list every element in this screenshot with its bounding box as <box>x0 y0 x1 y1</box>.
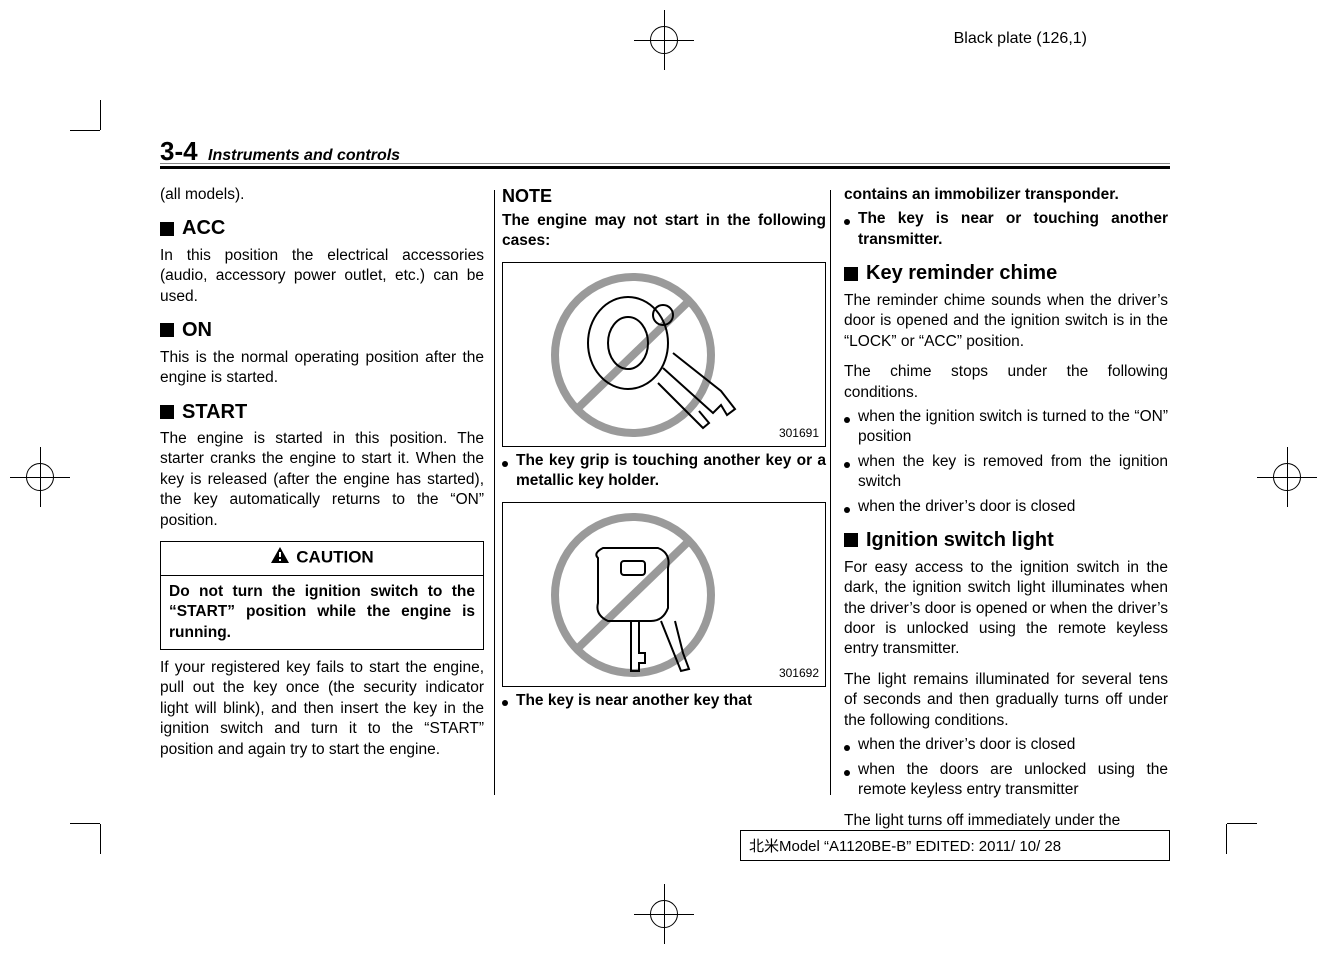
crop-corner <box>100 824 101 854</box>
blackplate-label: Black plate (126,1) <box>954 30 1087 48</box>
columns: (all models). ACC In this position the e… <box>160 185 1170 805</box>
caution-label: CAUTION <box>296 548 373 567</box>
caution-body: Do not turn the ignition switch to the “… <box>161 576 483 649</box>
bullet-dot-icon <box>502 451 516 492</box>
figure-key-holder: 301691 <box>502 262 826 447</box>
crop-corner <box>1226 824 1227 854</box>
square-bullet-icon <box>844 533 858 547</box>
section-number: 3-4 <box>160 136 198 166</box>
body-text: The reminder chime sounds when the drive… <box>844 291 1168 352</box>
bullet-text: when the doors are unlocked using the re… <box>858 760 1168 801</box>
bullet-dot-icon <box>844 497 858 517</box>
crop-mark-top <box>634 10 694 70</box>
section-title: Instruments and controls <box>208 147 400 164</box>
heading-acc: ACC <box>160 215 484 241</box>
crop-mark-bottom <box>634 884 694 944</box>
heading-on: ON <box>160 317 484 343</box>
bullet-text: when the key is removed from the ignitio… <box>858 452 1168 493</box>
crop-corner <box>70 130 100 131</box>
heading-label: ON <box>182 317 212 343</box>
bullet-item: when the key is removed from the ignitio… <box>844 452 1168 493</box>
figure-svg <box>503 263 825 446</box>
crop-mark-left <box>10 447 70 507</box>
body-text: The light remains illuminated for severa… <box>844 670 1168 731</box>
bullet-dot-icon <box>844 407 858 448</box>
figure-key-transponder: 301692 <box>502 502 826 687</box>
caution-heading: CAUTION <box>161 542 483 575</box>
heading-label: Ignition switch light <box>866 527 1054 553</box>
bullet-text: The key is near or touching another tran… <box>858 209 1168 250</box>
body-text: In this position the electrical accessor… <box>160 246 484 307</box>
crop-mark-right <box>1257 447 1317 507</box>
bullet-item: when the doors are unlocked using the re… <box>844 760 1168 801</box>
bullet-text: The key is near another key that <box>516 691 752 711</box>
header-rule <box>160 166 1170 169</box>
bullet-dot-icon <box>844 452 858 493</box>
heading-ignition-light: Ignition switch light <box>844 527 1168 553</box>
note-heading: NOTE <box>502 185 826 209</box>
bullet-item: The key grip is touching another key or … <box>502 451 826 492</box>
figure-svg <box>503 503 825 686</box>
figure-number: 301691 <box>779 426 819 442</box>
heading-key-reminder: Key reminder chime <box>844 260 1168 286</box>
square-bullet-icon <box>160 405 174 419</box>
figure-number: 301692 <box>779 666 819 682</box>
bullet-text: when the driver’s door is closed <box>858 497 1075 517</box>
bullet-text: when the ignition switch is turned to th… <box>858 407 1168 448</box>
heading-start: START <box>160 399 484 425</box>
footer-edition-box: 北米Model “A1120BE-B” EDITED: 2011/ 10/ 28 <box>740 830 1170 861</box>
column-1: (all models). ACC In this position the e… <box>160 185 484 805</box>
bullet-text: when the driver’s door is closed <box>858 735 1075 755</box>
bullet-dot-icon <box>844 209 858 250</box>
bullet-item: when the driver’s door is closed <box>844 497 1168 517</box>
body-text-bold: contains an immobilizer transponder. <box>844 185 1168 205</box>
crop-corner <box>1227 823 1257 824</box>
bullet-item: when the driver’s door is closed <box>844 735 1168 755</box>
crop-corner <box>100 100 101 130</box>
body-text: The chime stops under the following cond… <box>844 362 1168 403</box>
square-bullet-icon <box>160 323 174 337</box>
column-2: NOTE The engine may not start in the fol… <box>502 185 826 805</box>
warning-triangle-icon <box>270 546 290 570</box>
body-text: This is the normal operating position af… <box>160 348 484 389</box>
body-text: The engine is started in this position. … <box>160 429 484 531</box>
caution-box: CAUTION Do not turn the ignition switch … <box>160 541 484 650</box>
heading-label: START <box>182 399 247 425</box>
body-text: For easy access to the ignition switch i… <box>844 558 1168 660</box>
page: Black plate (126,1) 3-4 Instruments and … <box>0 0 1327 954</box>
bullet-dot-icon <box>502 691 516 711</box>
bullet-item: The key is near another key that <box>502 691 826 711</box>
square-bullet-icon <box>844 267 858 281</box>
crop-corner <box>70 823 100 824</box>
square-bullet-icon <box>160 222 174 236</box>
body-text: If your registered key fails to start th… <box>160 658 484 760</box>
body-text: The light turns off immediately under th… <box>844 811 1168 831</box>
note-body: The engine may not start in the followin… <box>502 211 826 252</box>
heading-label: Key reminder chime <box>866 260 1057 286</box>
bullet-text: The key grip is touching another key or … <box>516 451 826 492</box>
body-text: (all models). <box>160 185 484 205</box>
heading-label: ACC <box>182 215 225 241</box>
header-rule-thin <box>160 163 1170 164</box>
bullet-dot-icon <box>844 735 858 755</box>
bullet-item: when the ignition switch is turned to th… <box>844 407 1168 448</box>
bullet-item: The key is near or touching another tran… <box>844 209 1168 250</box>
bullet-dot-icon <box>844 760 858 801</box>
column-3: contains an immobilizer transponder. The… <box>844 185 1168 805</box>
